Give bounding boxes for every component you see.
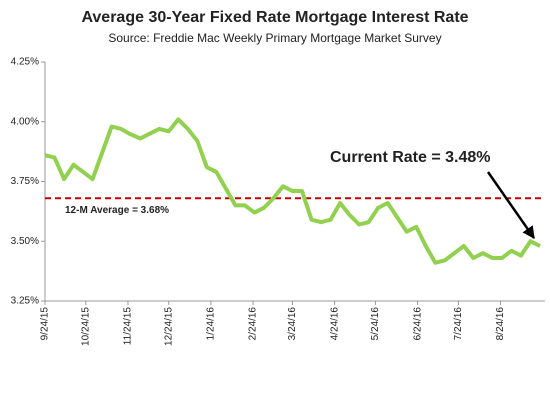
y-tick-label: 4.25% xyxy=(11,57,39,68)
y-tick-label: 3.75% xyxy=(11,176,39,187)
y-tick-label: 3.25% xyxy=(11,296,39,307)
x-tick-label: 12/24/15 xyxy=(163,307,174,346)
x-tick-label: 9/24/15 xyxy=(40,307,51,341)
x-tick-label: 6/24/16 xyxy=(412,307,423,341)
x-tick-label: 4/24/16 xyxy=(329,307,340,341)
average-label: 12-M Average = 3.68% xyxy=(65,205,169,216)
chart-title: Average 30-Year Fixed Rate Mortgage Inte… xyxy=(81,9,468,26)
annotation-arrow xyxy=(486,171,536,240)
chart-subtitle: Source: Freddie Mac Weekly Primary Mortg… xyxy=(108,31,441,45)
y-tick-label: 3.50% xyxy=(11,236,39,247)
line-series xyxy=(44,117,541,265)
y-tick-label: 4.00% xyxy=(11,116,39,127)
x-tick-label: 5/24/16 xyxy=(370,307,381,341)
current-rate-annotation: Current Rate = 3.48% xyxy=(330,149,491,166)
x-tick-label: 11/24/15 xyxy=(123,307,134,346)
x-tick-label: 1/24/16 xyxy=(206,307,217,341)
x-tick-label: 7/24/16 xyxy=(453,307,464,341)
x-tick-label: 3/24/16 xyxy=(287,307,298,341)
x-tick-label: 2/24/16 xyxy=(248,307,259,341)
x-tick-label: 8/24/16 xyxy=(495,307,506,341)
x-tick-label: 10/24/15 xyxy=(80,307,91,346)
